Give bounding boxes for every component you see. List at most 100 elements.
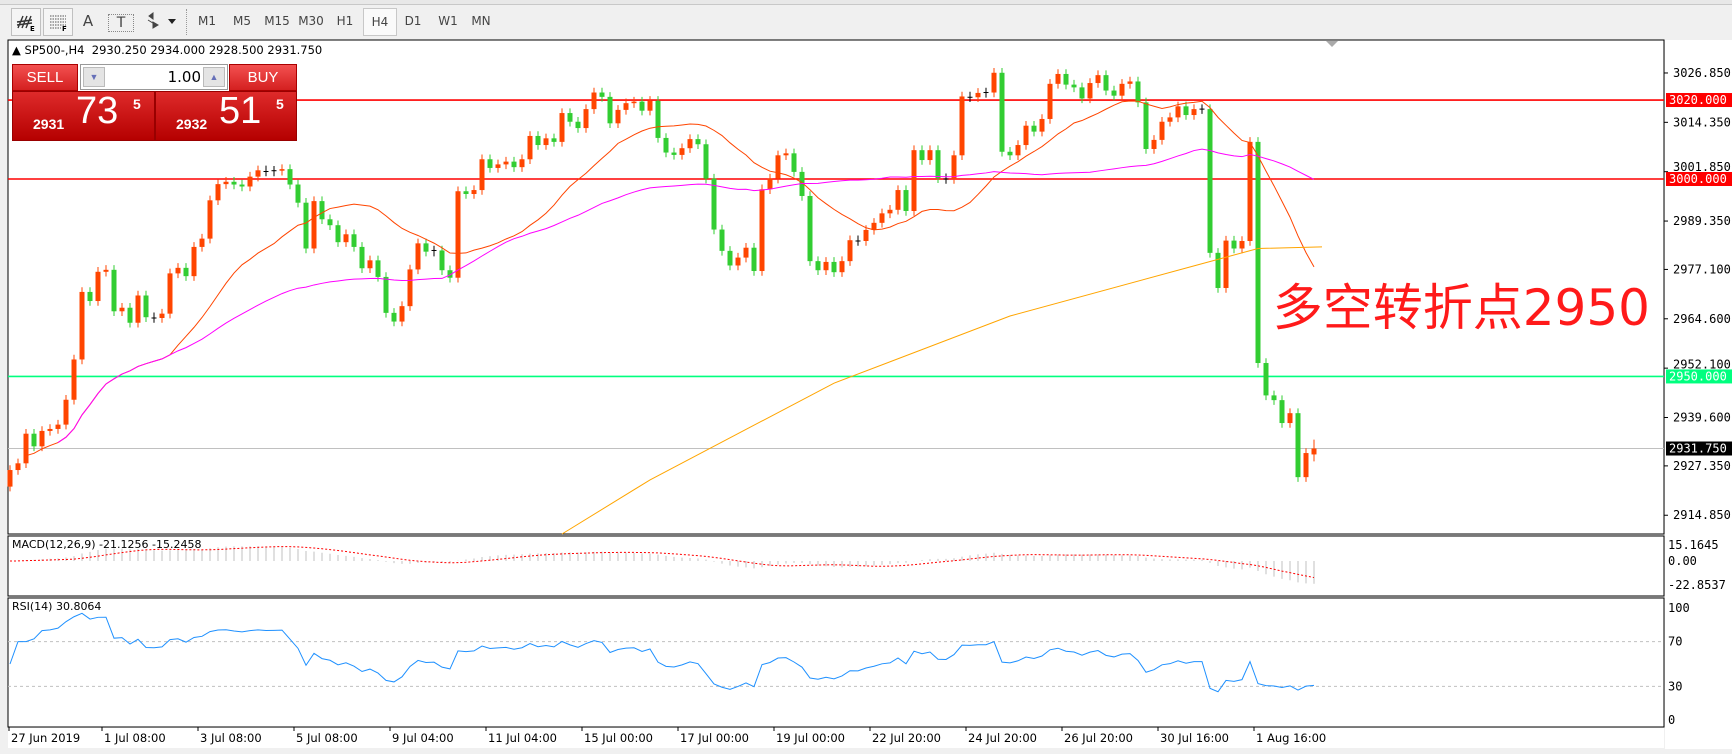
text-label-icon[interactable]: T bbox=[108, 14, 134, 32]
time-tick-label: 22 Jul 20:00 bbox=[872, 731, 941, 745]
buy-price[interactable]: 2932 51 5 bbox=[155, 90, 297, 141]
price-tick-label: 2927.350 bbox=[1673, 459, 1731, 473]
candle bbox=[1039, 114, 1045, 137]
timeframe-h1-button[interactable]: H1 bbox=[336, 14, 354, 28]
volume-decrease-button[interactable]: ▼ bbox=[83, 67, 105, 87]
volume-stepper[interactable]: ▼ 1.00 ▲ bbox=[80, 64, 228, 90]
resistance-price-label: 3000.000 bbox=[1669, 172, 1727, 186]
candle-body bbox=[751, 247, 757, 272]
rsi-tick-label: 0 bbox=[1668, 713, 1675, 727]
candle-body bbox=[407, 269, 413, 307]
time-tick-label: 11 Jul 04:00 bbox=[488, 731, 557, 745]
volume-increase-button[interactable]: ▲ bbox=[203, 67, 225, 87]
price-tick-label: 2977.100 bbox=[1673, 262, 1731, 276]
candle bbox=[463, 186, 469, 199]
candle-body bbox=[447, 270, 453, 278]
timeframe-d1-button[interactable]: D1 bbox=[404, 14, 422, 28]
candle-body bbox=[1087, 83, 1093, 99]
timeframe-m30-button[interactable]: M30 bbox=[298, 14, 324, 28]
price-tick-label: 3001.850 bbox=[1673, 160, 1731, 174]
timeframe-m15-button[interactable]: M15 bbox=[264, 14, 290, 28]
candle-body bbox=[543, 138, 549, 146]
candle-body bbox=[695, 139, 701, 145]
time-tick-label: 19 Jul 00:00 bbox=[776, 731, 845, 745]
candle bbox=[575, 117, 581, 133]
candle bbox=[167, 268, 173, 319]
candle-body bbox=[743, 247, 749, 258]
candle bbox=[223, 177, 229, 189]
candle bbox=[727, 246, 733, 271]
price-tick-label: 2952.100 bbox=[1673, 357, 1731, 371]
candle-body bbox=[79, 291, 85, 360]
candle-body bbox=[1239, 240, 1245, 249]
candle bbox=[295, 179, 301, 208]
timeframe-mn-button[interactable]: MN bbox=[471, 14, 491, 28]
sell-button[interactable]: SELL bbox=[12, 64, 78, 91]
fibonacci-icon[interactable]: F bbox=[43, 8, 73, 36]
candle bbox=[807, 191, 813, 266]
collapse-triangle-icon[interactable]: ▲ bbox=[12, 43, 21, 57]
expert-advisor-icon[interactable]: E bbox=[11, 8, 41, 36]
candle-body bbox=[7, 470, 13, 487]
candle bbox=[383, 272, 389, 318]
candle bbox=[671, 147, 677, 160]
timeframe-h4-button[interactable]: H4 bbox=[363, 8, 397, 36]
candle-body bbox=[287, 169, 293, 185]
candle bbox=[855, 235, 861, 246]
candle bbox=[439, 245, 445, 275]
candle-body bbox=[791, 153, 797, 172]
time-tick-label: 30 Jul 16:00 bbox=[1160, 731, 1229, 745]
candle bbox=[655, 96, 661, 143]
candle bbox=[407, 264, 413, 311]
candle bbox=[623, 98, 629, 115]
sell-price[interactable]: 2931 73 5 bbox=[12, 90, 155, 141]
rsi-line bbox=[9, 612, 1315, 693]
candle-body bbox=[527, 135, 533, 160]
candle-body bbox=[223, 181, 229, 185]
candle-body bbox=[511, 161, 517, 168]
candle-body bbox=[1111, 90, 1117, 96]
candle-body bbox=[23, 433, 29, 464]
candle bbox=[519, 154, 525, 172]
sell-price-prefix: 2931 bbox=[33, 116, 65, 132]
candle-body bbox=[911, 150, 917, 211]
candle bbox=[271, 165, 277, 177]
candle bbox=[767, 173, 773, 195]
candle bbox=[567, 108, 573, 127]
volume-input[interactable]: 1.00 bbox=[167, 68, 201, 86]
candle bbox=[135, 290, 141, 328]
buy-price-prefix: 2932 bbox=[176, 116, 208, 132]
arrows-icon[interactable] bbox=[143, 8, 179, 34]
candle-body bbox=[1095, 75, 1101, 84]
bid-price-label-bg bbox=[1666, 441, 1732, 456]
candle bbox=[551, 133, 557, 147]
ma-slow-line bbox=[561, 246, 1323, 535]
candle bbox=[759, 184, 765, 276]
candle bbox=[239, 179, 245, 192]
candle-body bbox=[1175, 106, 1181, 118]
candle-body bbox=[311, 201, 317, 249]
candle bbox=[783, 148, 789, 161]
buy-button[interactable]: BUY bbox=[229, 64, 297, 91]
candle bbox=[815, 256, 821, 275]
sell-price-pips: 73 bbox=[76, 90, 119, 132]
menu-strip bbox=[0, 0, 1732, 5]
candle-body bbox=[639, 101, 645, 111]
text-icon[interactable]: A bbox=[82, 12, 94, 30]
timeframe-m5-button[interactable]: M5 bbox=[233, 14, 251, 28]
timeframe-m1-button[interactable]: M1 bbox=[198, 14, 216, 28]
candle bbox=[263, 165, 269, 177]
candle bbox=[1159, 117, 1165, 145]
candle-body bbox=[559, 113, 565, 142]
candle bbox=[1103, 70, 1109, 96]
candle bbox=[1191, 104, 1197, 120]
candle bbox=[111, 265, 117, 317]
candle-body bbox=[959, 96, 965, 156]
candle-body bbox=[1127, 81, 1133, 84]
candle bbox=[247, 171, 253, 192]
timeframe-w1-button[interactable]: W1 bbox=[438, 14, 458, 28]
candle bbox=[343, 229, 349, 247]
candle-body bbox=[183, 267, 189, 277]
candle-body bbox=[327, 219, 333, 226]
candle bbox=[1015, 140, 1021, 161]
